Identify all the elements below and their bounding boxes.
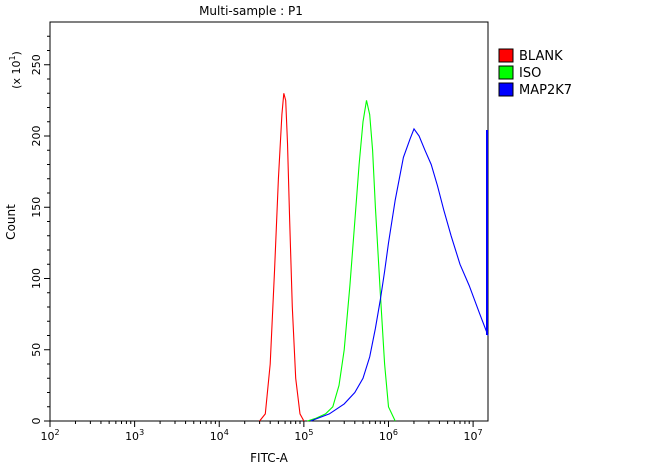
y-tick-label: 250 bbox=[30, 54, 43, 75]
x-axis-label: FITC-A bbox=[250, 451, 289, 465]
legend-swatch-iso bbox=[498, 65, 514, 80]
series-lines bbox=[259, 93, 489, 422]
plot-frame bbox=[49, 21, 489, 422]
x-tick-label: 107 bbox=[464, 428, 483, 443]
y-axis-label: Count bbox=[4, 204, 18, 240]
legend-swatch-map2k7 bbox=[498, 82, 514, 97]
x-tick-label: 105 bbox=[294, 428, 313, 443]
y-multiplier-label: (x 101) bbox=[8, 51, 23, 89]
series-line-iso bbox=[307, 100, 396, 422]
legend-label-map2k7: MAP2K7 bbox=[519, 83, 572, 98]
y-tick-label: 100 bbox=[30, 268, 43, 289]
legend-label-blank: BLANK bbox=[519, 49, 563, 64]
legend: BLANK ISO MAP2K7 bbox=[498, 48, 572, 98]
legend-label-iso: ISO bbox=[519, 66, 541, 81]
y-tick-label: 50 bbox=[30, 343, 43, 357]
x-tick-label: 104 bbox=[210, 428, 229, 443]
x-tick-label: 106 bbox=[379, 428, 398, 443]
x-axis-ticks: 102 103 104 105 106 107 bbox=[40, 421, 483, 443]
series-line-map2k7 bbox=[310, 127, 489, 422]
x-tick-label: 102 bbox=[40, 428, 59, 443]
y-tick-label: 0 bbox=[30, 418, 43, 425]
legend-swatch-blank bbox=[498, 48, 514, 63]
series-line-blank bbox=[259, 93, 305, 422]
chart-title: Multi-sample : P1 bbox=[199, 4, 303, 18]
y-axis-ticks: 0 50 100 150 200 250 bbox=[30, 35, 50, 425]
y-tick-label: 200 bbox=[30, 126, 43, 147]
x-tick-label: 103 bbox=[125, 428, 144, 443]
y-tick-label: 150 bbox=[30, 197, 43, 218]
